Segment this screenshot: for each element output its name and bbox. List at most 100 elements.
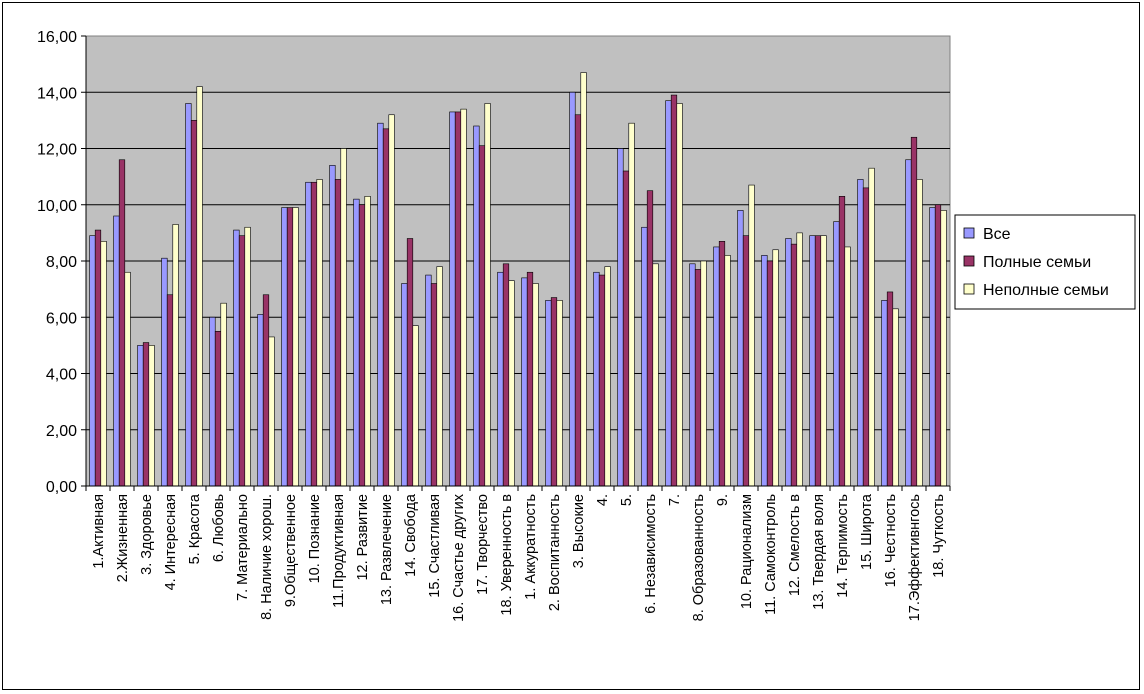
x-tick-label: 15. Широта — [859, 493, 875, 570]
bar — [790, 243, 798, 487]
x-tick-label: 14. Свобода — [403, 493, 419, 577]
y-tick-label: 6,00 — [46, 310, 77, 327]
bar — [886, 291, 894, 487]
bar — [737, 210, 744, 487]
bar — [556, 300, 563, 487]
bar — [646, 190, 654, 487]
x-tick-label: 14. Терпимость — [835, 494, 851, 598]
bar — [724, 255, 731, 487]
bar — [862, 187, 870, 487]
bar — [473, 125, 480, 487]
bar — [838, 196, 846, 487]
x-tick-label: 3. Высокие — [571, 494, 587, 568]
x-tick-label: 9. — [715, 494, 731, 506]
bar — [916, 179, 923, 487]
bar — [761, 255, 768, 487]
x-tick-label: 6. Любовь — [211, 494, 227, 562]
y-axis-ticks: 0,00 2,00 4,00 6,00 8,00 10,00 12,00 14,00 16,00 — [37, 29, 86, 496]
y-tick-label: 16,00 — [37, 29, 77, 46]
y-tick-label: 8,00 — [46, 254, 77, 271]
bar — [209, 316, 216, 487]
bar — [401, 283, 408, 487]
bar — [449, 111, 456, 487]
x-tick-label: 12. Смелость в — [787, 494, 803, 596]
bar — [196, 86, 203, 487]
bar — [166, 294, 174, 487]
bar — [833, 221, 840, 487]
bar — [604, 266, 611, 487]
x-tick-label: 12. Развитие — [355, 494, 371, 581]
bar — [364, 196, 371, 487]
bar — [881, 300, 888, 487]
bar — [412, 325, 419, 487]
bar — [382, 128, 390, 487]
bar — [665, 100, 672, 487]
legend-label: Все — [983, 226, 1011, 243]
bar — [214, 331, 222, 487]
bar — [142, 342, 150, 487]
bar — [580, 72, 587, 487]
bar — [617, 148, 624, 487]
x-tick-label: 7. — [667, 494, 683, 506]
x-tick-label: 10. Рационализм — [739, 494, 755, 609]
bar — [238, 235, 246, 487]
bar — [622, 170, 630, 487]
bar — [484, 103, 491, 487]
bar — [892, 308, 899, 487]
bar-chart: 0,00 2,00 4,00 6,00 8,00 10,00 12,00 14,00 16,00… — [37, 29, 1136, 622]
bar — [257, 314, 264, 487]
x-tick-label: 8. Образованность — [691, 494, 707, 621]
bar — [940, 210, 947, 487]
bar — [766, 260, 774, 487]
legend-label: Неполные семьи — [983, 282, 1109, 299]
x-tick-label: 11.Продуктивная — [331, 494, 347, 608]
bar — [905, 159, 912, 487]
bar — [857, 179, 864, 487]
bar — [497, 271, 504, 487]
bar — [113, 215, 120, 487]
x-tick-label: 11. Самоконтроль — [763, 494, 779, 615]
bar — [244, 226, 251, 487]
legend-label: Полные семьи — [983, 254, 1091, 271]
bar — [316, 179, 323, 487]
bar — [89, 235, 96, 487]
bar — [550, 297, 558, 487]
x-tick-label: 13. Развлечение — [379, 494, 395, 605]
x-tick-label: 4. — [595, 494, 611, 506]
x-tick-label: 2.Жизненная — [115, 494, 131, 582]
x-tick-label: 2. Воспитанность — [547, 494, 563, 611]
x-tick-label: 5. Красота — [187, 493, 203, 564]
bar — [233, 229, 240, 487]
bar — [425, 274, 432, 487]
bar — [190, 120, 198, 487]
bar — [713, 246, 720, 487]
x-tick-label: 10. Познание — [307, 494, 323, 583]
bar — [460, 108, 467, 487]
y-tick-label: 14,00 — [37, 85, 77, 102]
bar — [700, 260, 707, 487]
bar — [652, 263, 659, 487]
bar — [508, 280, 515, 487]
bar — [569, 91, 576, 487]
x-tick-label: 9.Общественное — [283, 494, 299, 607]
legend-swatch — [963, 283, 975, 295]
bar — [281, 207, 288, 487]
x-tick-label: 1.Активная — [91, 494, 107, 569]
bar — [220, 302, 227, 487]
x-tick-label: 18. Чуткость — [931, 494, 947, 578]
bar — [340, 148, 347, 487]
y-tick-label: 12,00 — [37, 142, 77, 159]
bar — [310, 181, 318, 487]
bar — [598, 274, 606, 487]
x-tick-label: 5. — [619, 494, 635, 506]
gridlines — [86, 91, 950, 431]
bar — [329, 165, 336, 487]
bar — [286, 207, 294, 487]
bar — [478, 145, 486, 487]
bar — [353, 198, 360, 487]
bar — [574, 114, 582, 487]
bar — [305, 181, 312, 487]
bar — [436, 266, 443, 487]
x-tick-label: 8. Наличие хорош. — [259, 494, 275, 620]
